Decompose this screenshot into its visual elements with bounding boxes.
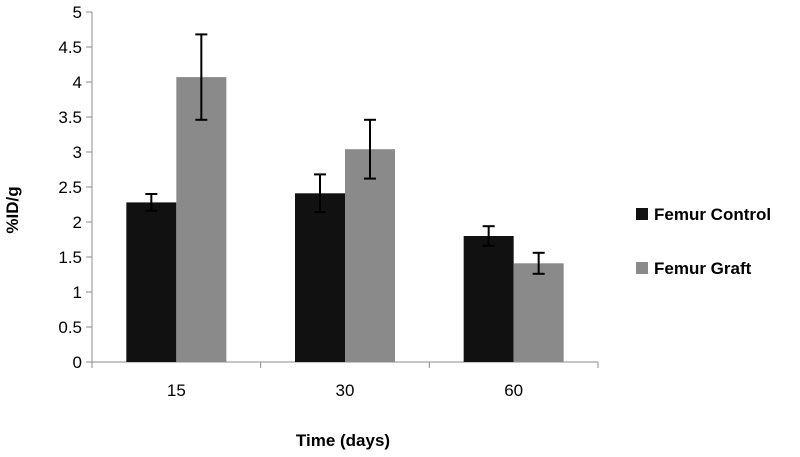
bar-femur-control-60 bbox=[463, 236, 514, 362]
bars bbox=[126, 77, 564, 362]
y-tick-label: 3.5 bbox=[58, 108, 82, 127]
error-bar-femur-graft-30 bbox=[364, 118, 376, 180]
y-tick-label: 2.5 bbox=[58, 178, 82, 197]
bar-femur-control-15 bbox=[126, 202, 177, 362]
error-bar-femur-graft-60 bbox=[532, 251, 545, 275]
legend-swatch-femur-control bbox=[636, 208, 648, 220]
y-tick-label: 5 bbox=[73, 3, 82, 22]
error-bar-femur-control-15 bbox=[145, 193, 158, 212]
y-tick-label: 3 bbox=[73, 143, 82, 162]
x-tick-label: 30 bbox=[336, 381, 355, 400]
legend-label-femur-control: Femur Control bbox=[654, 205, 771, 224]
x-axis-title: Time (days) bbox=[296, 431, 390, 450]
y-tick-label: 1 bbox=[73, 283, 82, 302]
y-tick-label: 0 bbox=[73, 353, 82, 372]
error-bar-femur-graft-15 bbox=[195, 33, 208, 121]
y-axis: 0 0.5 1 1.5 2 2.5 3 3.5 4 4.5 5 bbox=[58, 3, 93, 372]
error-bar-femur-control-60 bbox=[482, 225, 495, 247]
bar-femur-graft-15 bbox=[176, 77, 227, 362]
y-tick-label: 2 bbox=[73, 213, 82, 232]
error-bars bbox=[145, 33, 545, 275]
legend-swatch-femur-graft bbox=[636, 262, 648, 274]
x-axis: 15 30 60 bbox=[91, 361, 599, 400]
y-tick-label: 4.5 bbox=[58, 38, 82, 57]
x-tick-label: 15 bbox=[167, 381, 186, 400]
legend: Femur Control Femur Graft bbox=[636, 205, 771, 278]
bar-femur-graft-60 bbox=[513, 263, 564, 362]
legend-label-femur-graft: Femur Graft bbox=[654, 259, 752, 278]
y-tick-label: 4 bbox=[73, 73, 82, 92]
x-tick-label: 60 bbox=[504, 381, 523, 400]
y-tick-label: 0.5 bbox=[58, 318, 82, 337]
y-tick-label: 1.5 bbox=[58, 248, 82, 267]
y-axis-title: %ID/g bbox=[3, 186, 22, 233]
error-bar-femur-control-30 bbox=[314, 173, 326, 214]
bar-femur-control-30 bbox=[295, 193, 345, 362]
bar-femur-graft-30 bbox=[345, 149, 395, 362]
